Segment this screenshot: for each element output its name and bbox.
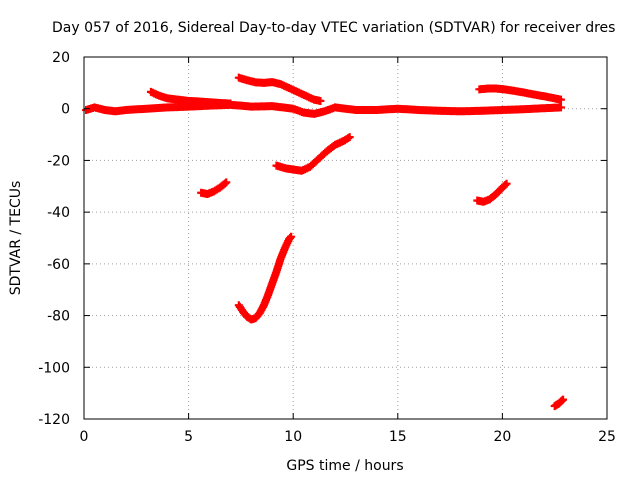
data-point [501,180,510,189]
data-layer [82,73,568,411]
data-point [556,95,565,104]
x-tick-label: 10 [284,429,302,445]
series-arc-9h-12.7h [272,133,354,175]
x-tick-label: 20 [493,429,511,445]
data-point [559,395,568,404]
x-tick-label: 25 [598,429,616,445]
y-tick-label: -100 [38,360,70,376]
y-tick-label: -80 [47,309,70,325]
series-arc-19h-23h [475,84,565,104]
x-tick-label: 15 [389,429,407,445]
plot-frame [83,56,608,420]
y-tick-label: 0 [61,102,70,118]
axes-layer: 0 5 10 15 20 25 -120 -100 -80 -60 -40 -20 0 20 [38,50,616,445]
y-axis-label: SDTVAR / TECUs [8,181,24,296]
data-point [556,103,565,112]
x-axis-label: GPS time / hours [286,458,403,474]
x-tick-label: 0 [80,429,89,445]
data-point [226,99,235,108]
series-arc-18.8h-20.2h [473,179,511,206]
data-point [502,179,511,188]
series-arc-5.5h-6.8h [197,178,231,199]
y-tick-label: -120 [38,412,70,428]
data-point [345,133,354,142]
y-tick-label: -40 [47,205,70,221]
x-tick-label: 5 [184,429,193,445]
series-arc-7.4h-9.9h [234,232,296,324]
series-arc-22.5h-22.9h [550,395,568,411]
y-tick-label: -20 [47,153,70,169]
series-arc-main-baseline [82,100,565,118]
data-point [222,178,231,187]
data-point [316,96,325,105]
y-tick-label: 20 [52,50,70,66]
series-arc-7h-11h [234,73,325,105]
data-point [287,232,296,241]
chart-title: Day 057 of 2016, Sidereal Day-to-day VTE… [52,20,615,36]
series-arc-3h-5h [146,87,235,108]
y-tick-label: -60 [47,257,70,273]
